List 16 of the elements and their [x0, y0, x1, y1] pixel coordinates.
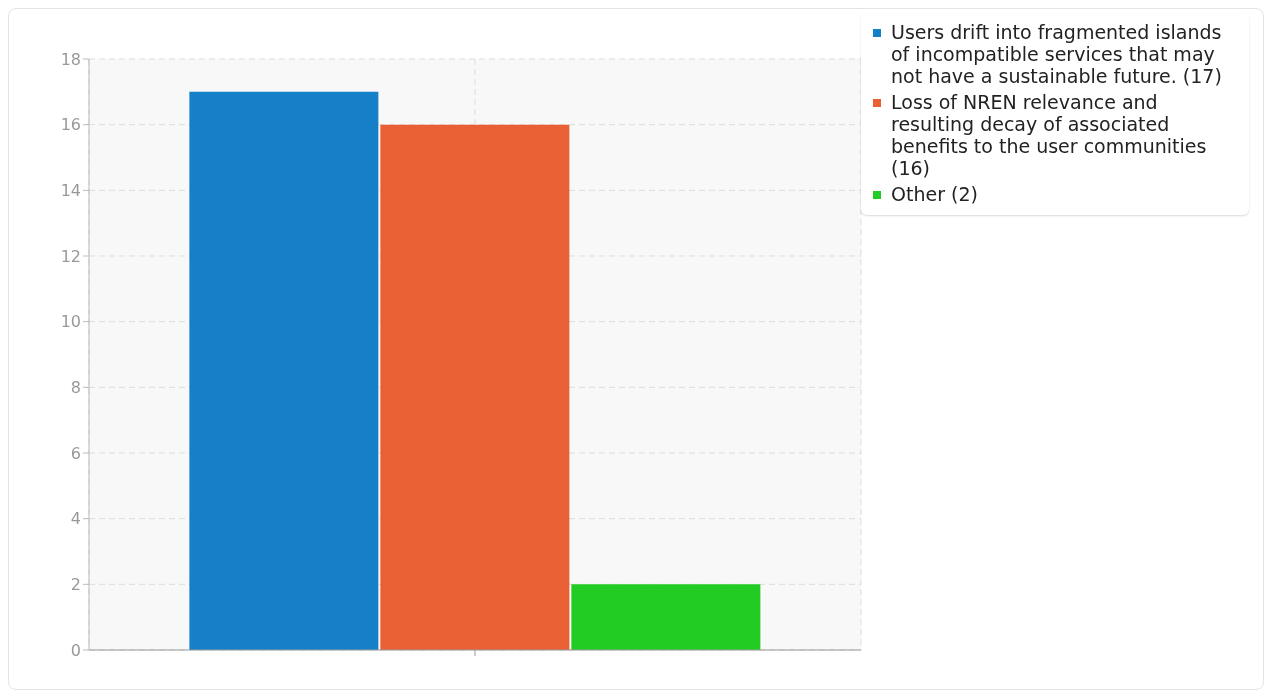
y-tick-label: 10: [60, 312, 81, 332]
y-tick-label: 18: [60, 49, 81, 69]
y-tick-label: 2: [70, 575, 81, 595]
bar: [571, 584, 761, 650]
y-tick-label: 4: [70, 509, 81, 529]
bar: [380, 124, 570, 650]
legend-label: Other (2): [891, 183, 978, 205]
legend-label: Users drift into fragmented islands of incompatible services that may not have a sustainable future. (17): [891, 21, 1223, 87]
y-tick-label: 12: [60, 246, 81, 266]
bar: [189, 91, 379, 650]
y-tick-label: 14: [60, 181, 81, 201]
y-tick-label: 6: [70, 443, 81, 463]
y-tick-label: 16: [60, 115, 81, 135]
legend-label: Loss of NREN relevance and resulting decay of associated benefits to the user communities (16): [891, 91, 1208, 179]
y-tick-label: 0: [70, 640, 81, 660]
y-tick-label: 8: [70, 378, 81, 398]
